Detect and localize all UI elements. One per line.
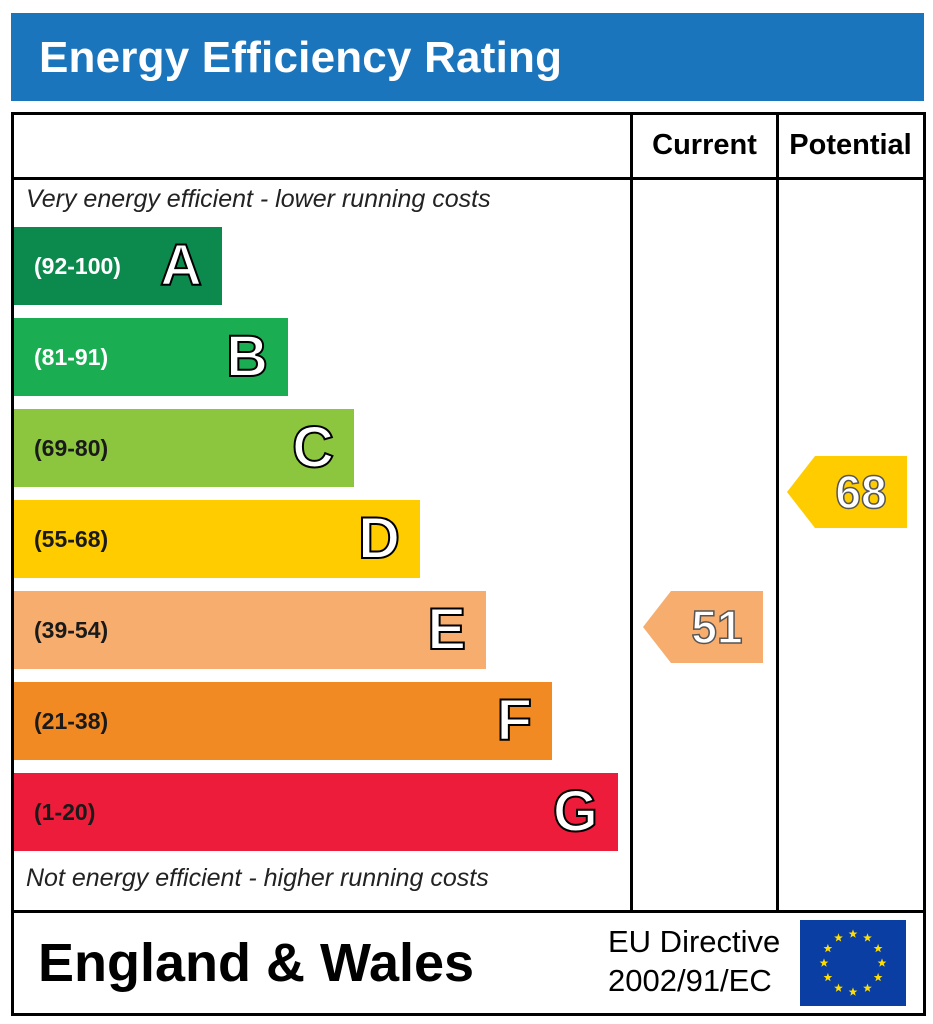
chart-title: Energy Efficiency Rating [39, 33, 563, 82]
current-pointer-shape [643, 591, 763, 663]
band-range-label: (92-100) [34, 253, 121, 279]
top-note: Very energy efficient - lower running co… [26, 185, 491, 213]
band-a: (92-100) A [14, 227, 222, 305]
band-letter: F [496, 687, 533, 754]
band-b: (81-91) B [14, 318, 288, 396]
band-letter: B [225, 323, 269, 390]
eu-star-icon [834, 983, 843, 992]
rating-table [11, 112, 926, 913]
band-g: (1-20) G [14, 773, 618, 851]
current-column-divider [630, 112, 633, 910]
eu-star-icon [848, 929, 858, 938]
potential-column-divider [776, 112, 779, 910]
directive-line-2: 2002/91/EC [608, 963, 772, 998]
band-range-label: (21-38) [34, 708, 109, 734]
current-rating-value: 51 [691, 600, 744, 654]
eu-star-icon [848, 987, 858, 996]
band-e: (39-54) E [14, 591, 486, 669]
band-range-label: (81-91) [34, 344, 109, 370]
band-range-label: (39-54) [34, 617, 109, 643]
potential-rating-value: 68 [835, 465, 888, 519]
eu-star-icon [863, 983, 872, 992]
band-d: (55-68) D [14, 500, 420, 578]
eu-star-icon [823, 972, 833, 982]
band-letter: E [426, 596, 467, 663]
eu-star-icon [877, 958, 887, 967]
eu-star-icon [863, 933, 872, 942]
bottom-note: Not energy efficient - higher running co… [26, 864, 489, 892]
eu-star-icon [873, 972, 883, 982]
eu-star-icon [823, 943, 833, 953]
eu-star-icon [834, 933, 843, 942]
eu-directive: EU Directive 2002/91/EC [608, 922, 780, 1000]
band-range-label: (55-68) [34, 526, 109, 552]
band-range-label: (1-20) [34, 799, 96, 825]
directive-line-1: EU Directive [608, 924, 781, 959]
band-c: (69-80) C [14, 409, 354, 487]
band-range-label: (69-80) [34, 435, 109, 461]
band-letter: G [552, 778, 599, 845]
eu-star-icon [873, 943, 883, 953]
potential-pointer-shape [787, 456, 907, 528]
band-f: (21-38) F [14, 682, 552, 760]
eu-flag-icon [800, 920, 906, 1006]
potential-column-header: Potential [789, 129, 912, 161]
eu-star-icon [819, 958, 829, 967]
header-row-divider [11, 177, 926, 180]
current-rating-pointer: 51 [643, 591, 763, 663]
region-label: England & Wales [38, 933, 475, 993]
potential-rating-pointer: 68 [787, 456, 907, 528]
title-banner: Energy Efficiency Rating [11, 13, 924, 101]
current-column-header: Current [652, 129, 757, 161]
band-letter: A [159, 232, 203, 299]
footer-panel [11, 910, 926, 1016]
band-letter: D [357, 505, 401, 572]
band-letter: C [291, 414, 335, 481]
